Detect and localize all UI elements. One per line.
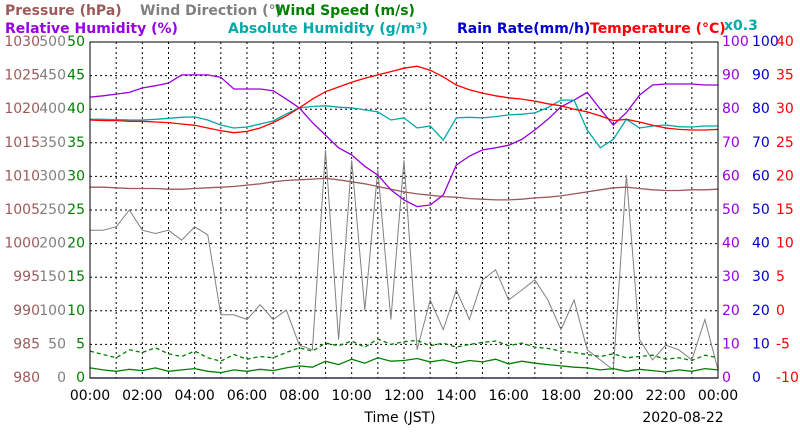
y-tick-label: 35 bbox=[776, 68, 794, 84]
y-tick-label: 5 bbox=[776, 269, 785, 285]
y-tick-label: -10 bbox=[776, 370, 799, 386]
y-tick-label: 60 bbox=[752, 168, 770, 184]
y-tick-label: 995 bbox=[13, 269, 40, 285]
series-line bbox=[89, 357, 719, 374]
x-axis-label: Time (JST) bbox=[363, 410, 435, 426]
y-tick-label: 200 bbox=[39, 236, 66, 252]
y-tick-label: 100 bbox=[752, 34, 779, 50]
legend-label: Rain Rate(mm/h) bbox=[457, 21, 590, 37]
y-tick-label: 25 bbox=[67, 202, 85, 218]
y-tick-label: 30 bbox=[752, 269, 770, 285]
series-line bbox=[90, 177, 719, 201]
y-tick-label: 100 bbox=[39, 303, 66, 319]
y-tick-label: 50 bbox=[48, 336, 66, 352]
x-tick-label: 08:00 bbox=[279, 388, 319, 404]
y-tick-label: 250 bbox=[39, 202, 66, 218]
y-tick-label: 30 bbox=[776, 101, 794, 117]
y-tick-label: 20 bbox=[722, 303, 740, 319]
y-tick-label: 350 bbox=[39, 135, 66, 151]
x-tick-label: 18:00 bbox=[541, 388, 581, 404]
y-tick-label: 1030 bbox=[4, 34, 40, 50]
y-tick-label: 40 bbox=[722, 236, 740, 252]
y-tick-label: -5 bbox=[776, 336, 790, 352]
y-tick-label: 90 bbox=[752, 68, 770, 84]
series-line bbox=[89, 65, 719, 134]
y-tick-label: 45 bbox=[67, 68, 85, 84]
plot-frame bbox=[89, 41, 719, 379]
series-line bbox=[89, 74, 718, 208]
legend-label: Pressure (hPa) bbox=[5, 3, 122, 19]
y-tick-label: 300 bbox=[39, 168, 66, 184]
legend-label: Relative Humidity (%) bbox=[5, 21, 178, 37]
legend-label: Wind Direction (°) bbox=[140, 3, 282, 19]
y-tick-label: 40 bbox=[752, 236, 770, 252]
series-line bbox=[90, 99, 718, 149]
scale-note: x0.3 bbox=[724, 18, 758, 34]
y-tick-label: 40 bbox=[776, 34, 794, 50]
y-tick-label: 10 bbox=[752, 336, 770, 352]
x-tick-label: 16:00 bbox=[488, 388, 528, 404]
x-tick-label: 00:00 bbox=[70, 388, 110, 404]
y-tick-label: 35 bbox=[67, 135, 85, 151]
x-tick-label: 20:00 bbox=[593, 388, 633, 404]
y-tick-label: 50 bbox=[67, 34, 85, 50]
y-tick-label: 1025 bbox=[4, 68, 40, 84]
y-tick-label: 15 bbox=[67, 269, 85, 285]
y-tick-label: 20 bbox=[67, 236, 85, 252]
y-tick-label: 10 bbox=[67, 303, 85, 319]
y-tick-label: 100 bbox=[722, 34, 749, 50]
y-tick-label: 90 bbox=[722, 68, 740, 84]
y-tick-label: 80 bbox=[722, 101, 740, 117]
y-tick-label: 1010 bbox=[4, 168, 40, 184]
y-tick-label: 1020 bbox=[4, 101, 40, 117]
y-tick-label: 20 bbox=[752, 303, 770, 319]
y-tick-label: 15 bbox=[776, 202, 794, 218]
y-tick-label: 0 bbox=[752, 370, 761, 386]
y-tick-label: 400 bbox=[39, 101, 66, 117]
y-tick-label: 0 bbox=[57, 370, 66, 386]
x-tick-label: 10:00 bbox=[331, 388, 371, 404]
y-tick-label: 0 bbox=[76, 370, 85, 386]
x-tick-label: 12:00 bbox=[384, 388, 424, 404]
y-tick-label: 70 bbox=[722, 135, 740, 151]
y-tick-label: 985 bbox=[13, 336, 40, 352]
y-tick-label: 60 bbox=[722, 168, 740, 184]
x-tick-label: 02:00 bbox=[122, 388, 162, 404]
x-tick-label: 04:00 bbox=[174, 388, 214, 404]
y-tick-label: 5 bbox=[76, 336, 85, 352]
y-tick-label: 40 bbox=[67, 101, 85, 117]
y-tick-label: 30 bbox=[67, 168, 85, 184]
x-tick-label: 14:00 bbox=[436, 388, 476, 404]
legend-label: Wind Speed (m/s) bbox=[275, 3, 415, 19]
y-tick-label: 50 bbox=[722, 202, 740, 218]
x-tick-label: 00:00 bbox=[698, 388, 738, 404]
y-tick-label: 1000 bbox=[4, 236, 40, 252]
y-tick-label: 20 bbox=[776, 168, 794, 184]
y-tick-label: 10 bbox=[722, 336, 740, 352]
y-tick-label: 980 bbox=[13, 370, 40, 386]
y-tick-label: 10 bbox=[776, 236, 794, 252]
x-tick-label: 22:00 bbox=[645, 388, 685, 404]
y-tick-label: 70 bbox=[752, 135, 770, 151]
legend-label: Temperature (°C) bbox=[590, 21, 726, 37]
x-tick-label: 06:00 bbox=[227, 388, 267, 404]
y-tick-label: 150 bbox=[39, 269, 66, 285]
y-tick-label: 990 bbox=[13, 303, 40, 319]
series-line bbox=[89, 338, 719, 362]
y-tick-label: 1015 bbox=[4, 135, 40, 151]
y-tick-label: 30 bbox=[722, 269, 740, 285]
y-tick-label: 1005 bbox=[4, 202, 40, 218]
y-tick-label: 80 bbox=[752, 101, 770, 117]
y-tick-label: 25 bbox=[776, 135, 794, 151]
date-label: 2020-08-22 bbox=[642, 410, 723, 426]
legend-label: Absolute Humidity (g/m³) bbox=[228, 21, 428, 37]
y-tick-label: 50 bbox=[752, 202, 770, 218]
y-tick-label: 0 bbox=[776, 303, 785, 319]
y-tick-label: 0 bbox=[722, 370, 731, 386]
series-line bbox=[90, 150, 719, 371]
y-tick-label: 500 bbox=[39, 34, 66, 50]
y-tick-label: 450 bbox=[39, 68, 66, 84]
